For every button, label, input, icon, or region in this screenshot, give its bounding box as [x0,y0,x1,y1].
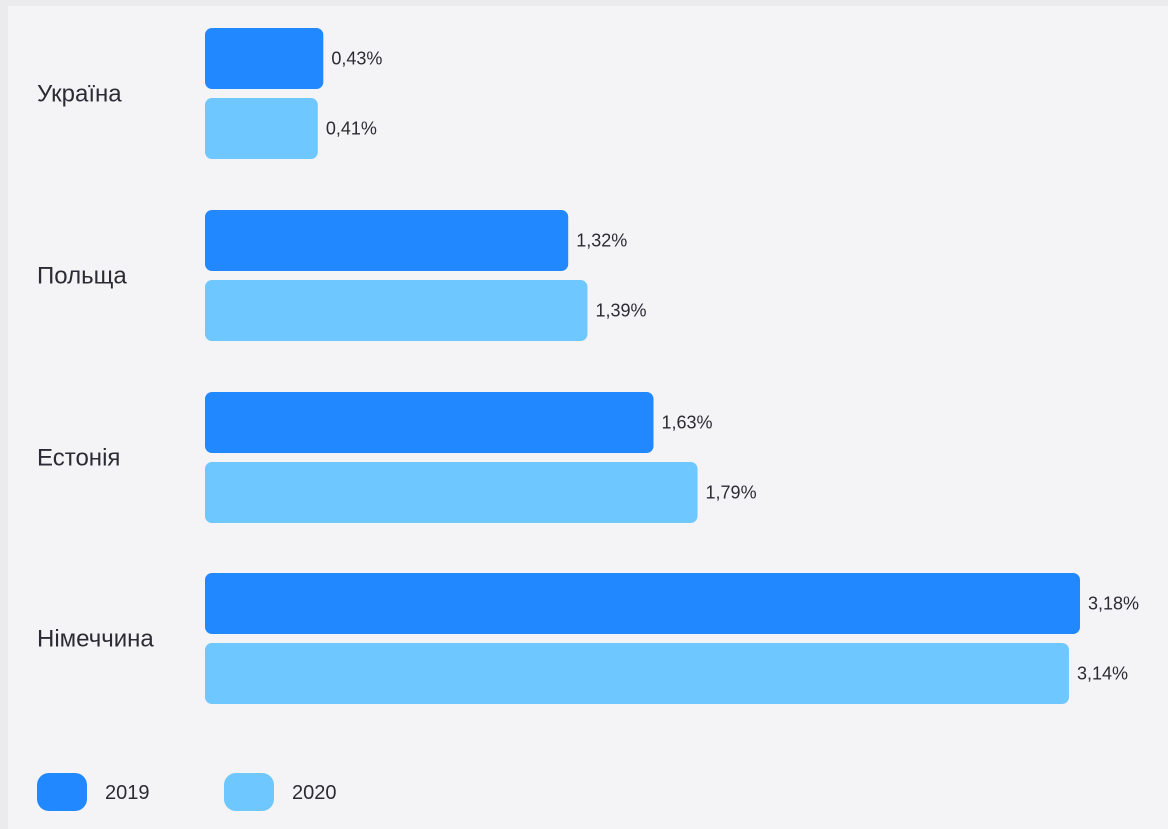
legend-label: 2020 [292,782,337,804]
data-label: 1,32% [576,231,627,251]
data-label: 3,18% [1088,594,1139,614]
bar-chart: Україна 0,43% 0,41% Польща 1,32% 1,39% Естонія… [37,28,1139,811]
bar-2020 [205,462,698,523]
legend-swatch-2020 [224,773,274,811]
bar-2020 [205,643,1069,704]
data-label: 3,14% [1077,664,1128,684]
bar-2020 [205,98,318,159]
data-label: 0,41% [326,119,377,139]
category-label: Естонія [37,445,120,472]
chart-card: Україна 0,43% 0,41% Польща 1,32% 1,39% Естонія… [8,6,1168,829]
category-label: Німеччина [37,626,154,653]
data-label: 1,63% [662,413,713,433]
data-label: 1,39% [595,301,646,321]
legend-label: 2019 [105,782,150,804]
bar-2019 [205,392,654,453]
category-label: Україна [37,81,122,108]
bar-2020 [205,280,588,341]
data-label: 1,79% [706,483,757,503]
legend-swatch-2019 [37,773,87,811]
bar-2019 [205,573,1080,634]
bar-2019 [205,210,569,271]
bar-2019 [205,28,324,89]
category-label: Польща [37,263,127,290]
data-label: 0,43% [331,49,382,69]
